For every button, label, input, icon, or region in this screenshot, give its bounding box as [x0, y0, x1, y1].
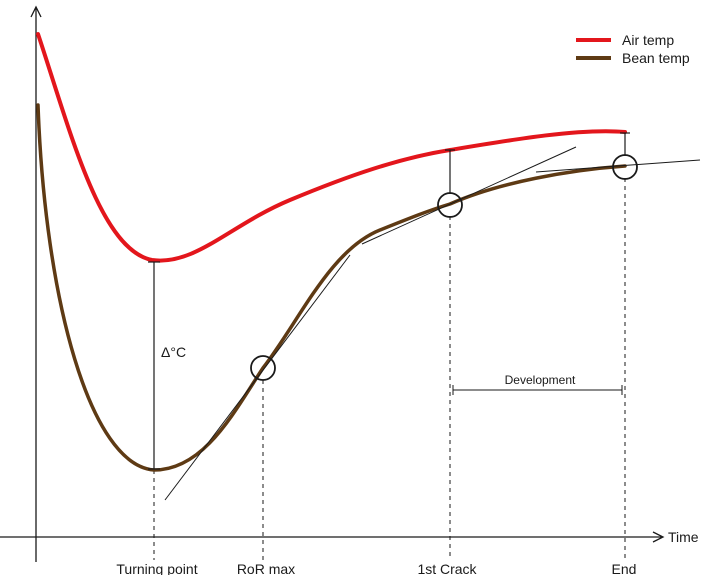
legend-label-air-temp: Air temp [622, 32, 674, 48]
first-crack-marker [437, 192, 463, 218]
end-marker [612, 154, 638, 180]
ror-max-marker [250, 355, 276, 381]
first-crack-tangent [361, 146, 577, 245]
event-label-end: End [612, 561, 637, 575]
legend-label-bean-temp: Bean temp [622, 50, 690, 66]
legend: Air temp Bean temp [576, 32, 690, 66]
delta-label: Δ°C [161, 344, 186, 360]
air-temp-curve [36, 32, 627, 263]
y-axis-arrow-icon [30, 5, 42, 18]
event-label-turning-point: Turning point [116, 561, 197, 575]
end-tangent [535, 159, 701, 173]
ror-max-tangent [164, 254, 351, 501]
x-axis-label: Time [668, 529, 699, 545]
event-label-first-crack: 1st Crack [417, 561, 477, 575]
event-label-ror-max: RoR max [237, 561, 295, 575]
x-axis-arrow-icon [652, 531, 665, 543]
bean-temp-curve [36, 103, 627, 472]
development-label: Development [505, 373, 576, 387]
